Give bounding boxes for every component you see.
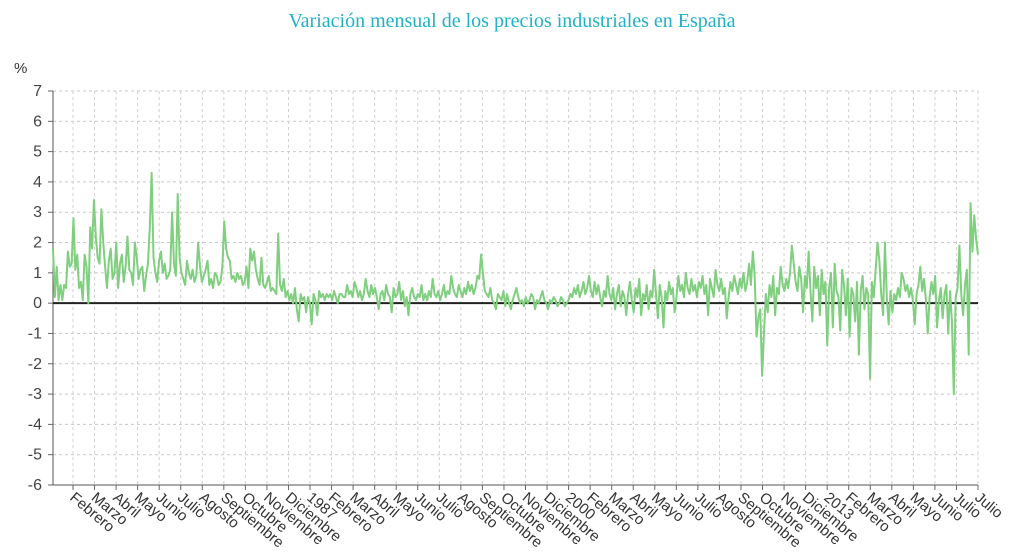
y-tick-label: -6 [28,477,42,494]
y-tick-label: 0 [33,295,42,312]
chart-title: Variación mensual de los precios industr… [288,10,736,32]
y-tick-label: 2 [33,235,42,252]
y-tick-label: -5 [28,447,42,464]
y-tick-label: -3 [28,386,42,403]
y-tick-label: -1 [28,325,42,342]
y-tick-label: -2 [28,356,42,373]
y-tick-label: -4 [28,416,42,433]
y-tick-label: 3 [33,204,42,221]
y-tick-label: 7 [33,83,42,100]
x-tick-labels: FebreroMarzoAbrilMayoJunioJulioAgostoSep… [66,489,1006,551]
y-tick-label: 5 [33,144,42,161]
y-tick-label: 1 [33,265,42,282]
y-tick-label: 6 [33,113,42,130]
series-layer [52,171,979,396]
y-axis-unit-label: % [14,60,28,77]
series-line [52,171,979,396]
axes [48,90,979,490]
y-tick-labels: 7 6 5 4 3 2 1 0 -1 -2 -3 -4 -5 -6 [28,83,42,494]
y-tick-label: 4 [33,174,42,191]
